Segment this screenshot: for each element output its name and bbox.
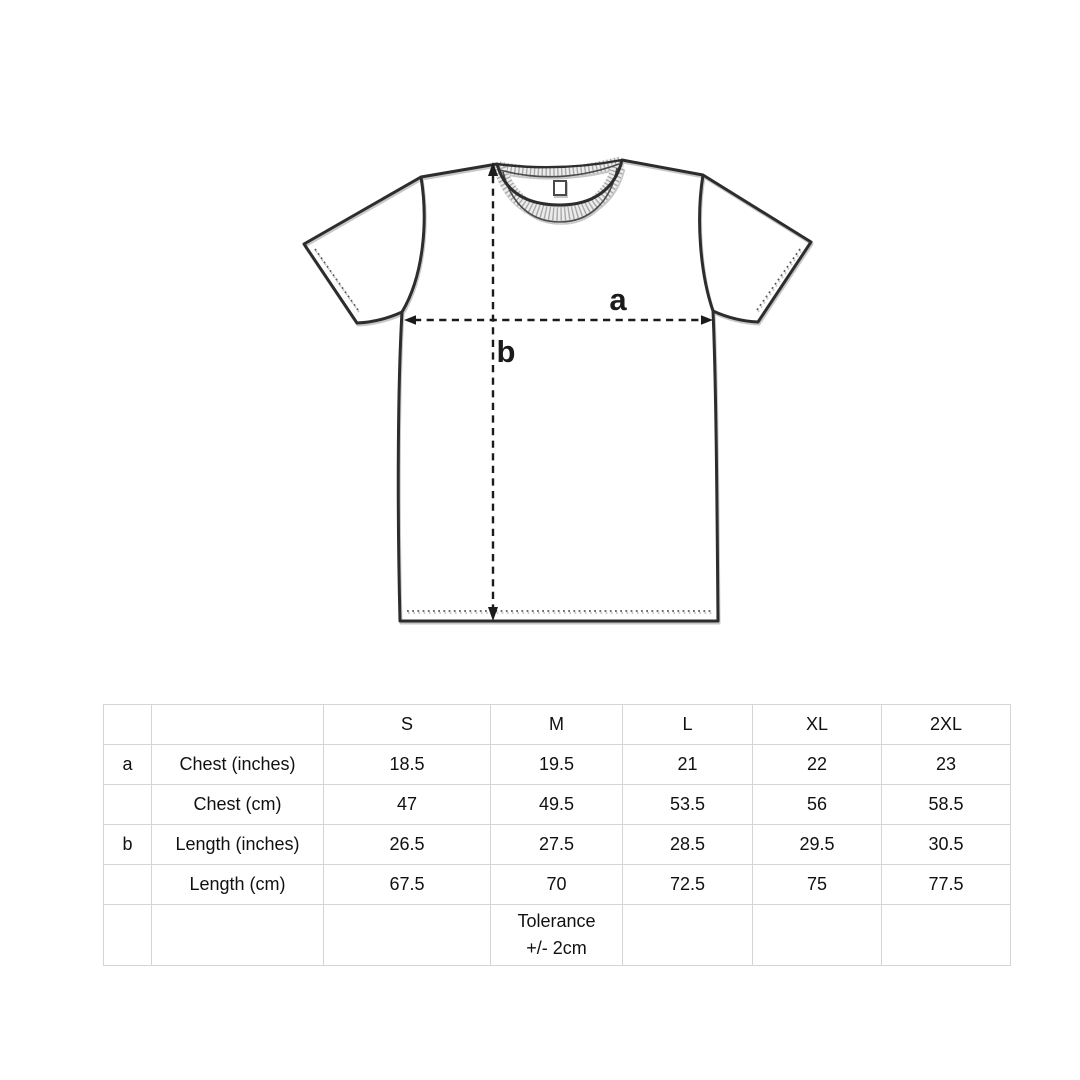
size-col-header: 2XL (881, 704, 1011, 745)
value-cell: 22 (752, 744, 882, 785)
tshirt-measurement-diagram: a b (302, 156, 813, 623)
arrow-down-icon (488, 607, 498, 621)
value-cell: 28.5 (622, 824, 753, 865)
value-cell: 58.5 (881, 784, 1011, 825)
empty-cell (881, 904, 1011, 966)
measurement-label-a: a (609, 282, 627, 317)
neck-label-tag (553, 180, 567, 196)
size-col-header: M (490, 704, 623, 745)
value-cell: 75 (752, 864, 882, 905)
value-cell: 29.5 (752, 824, 882, 865)
value-cell: 19.5 (490, 744, 623, 785)
size-col-header: L (622, 704, 753, 745)
table-row: Chest (cm) 47 49.5 53.5 56 58.5 (103, 784, 1011, 825)
value-cell: 67.5 (323, 864, 491, 905)
tolerance-line2: +/- 2cm (526, 938, 587, 958)
right-armhole-seam (698, 174, 715, 312)
value-cell: 56 (752, 784, 882, 825)
corner-cell (103, 704, 152, 745)
arrow-left-icon (404, 315, 416, 325)
table-row: a Chest (inches) 18.5 19.5 21 22 23 (103, 744, 1011, 785)
collar-top-edge (496, 158, 623, 169)
value-cell: 23 (881, 744, 1011, 785)
value-cell: 30.5 (881, 824, 1011, 865)
measurement-annotations: a b (404, 162, 713, 621)
size-table-body: a Chest (inches) 18.5 19.5 21 22 23 Chest (cm) 4… (103, 744, 1011, 966)
tshirt-drawing (302, 156, 813, 623)
row-label-cell: Length (cm) (151, 864, 324, 905)
value-cell: 21 (622, 744, 753, 785)
value-cell: 53.5 (622, 784, 753, 825)
left-armhole-seam (400, 176, 426, 313)
row-label-cell: Length (inches) (151, 824, 324, 865)
value-cell: 72.5 (622, 864, 753, 905)
arrow-up-icon (488, 162, 498, 176)
empty-cell (323, 904, 491, 966)
value-cell: 27.5 (490, 824, 623, 865)
table-row: b Length (inches) 26.5 27.5 28.5 29.5 30.5 (103, 824, 1011, 865)
tolerance-row: Tolerance +/- 2cm (103, 904, 1011, 966)
value-cell: 77.5 (881, 864, 1011, 905)
row-key-cell (103, 864, 152, 905)
table-row: Length (cm) 67.5 70 72.5 75 77.5 (103, 864, 1011, 905)
value-cell: 49.5 (490, 784, 623, 825)
tolerance-cell: Tolerance +/- 2cm (490, 904, 623, 966)
value-cell: 26.5 (323, 824, 491, 865)
row-key-cell: a (103, 744, 152, 785)
empty-cell (151, 904, 324, 966)
left-sleeve-stitch (314, 248, 359, 311)
back-neck-seam (499, 163, 620, 178)
value-cell: 47 (323, 784, 491, 825)
empty-cell (622, 904, 753, 966)
size-col-header: XL (752, 704, 882, 745)
value-cell: 18.5 (323, 744, 491, 785)
size-col-header: S (323, 704, 491, 745)
empty-cell (752, 904, 882, 966)
front-neck-seam (502, 167, 618, 223)
row-key-cell: b (103, 824, 152, 865)
row-label-cell: Chest (inches) (151, 744, 324, 785)
size-table-header: S M L XL 2XL (103, 704, 1011, 745)
arrow-right-icon (701, 315, 713, 325)
value-cell: 70 (490, 864, 623, 905)
table-header-row: S M L XL 2XL (103, 704, 1011, 745)
tolerance-line1: Tolerance (517, 911, 596, 931)
row-key-cell (103, 784, 152, 825)
empty-cell (103, 904, 152, 966)
right-sleeve-stitch (756, 248, 801, 311)
tshirt-outline (302, 158, 813, 623)
row-label-cell: Chest (cm) (151, 784, 324, 825)
corner-cell (151, 704, 324, 745)
size-table: S M L XL 2XL a Chest (inches) 18.5 19.5 21 22 23 Ch… (103, 704, 1011, 966)
measurement-label-b: b (497, 334, 516, 369)
